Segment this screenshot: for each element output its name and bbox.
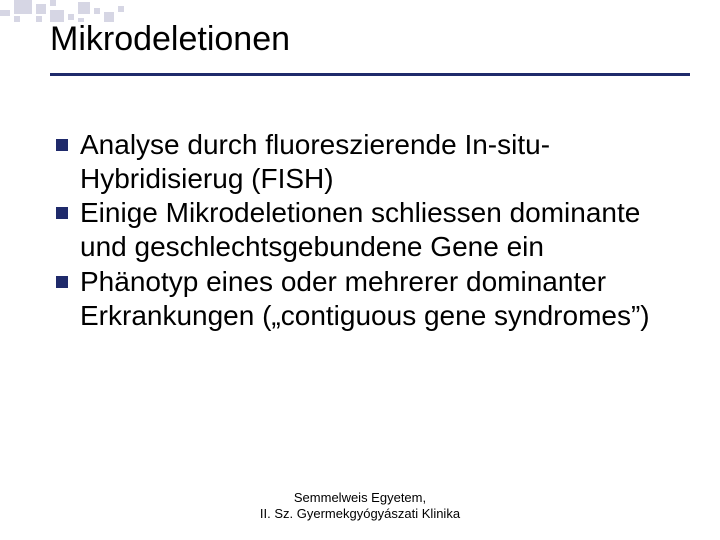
- slide-title: Mikrodeletionen: [50, 20, 690, 69]
- title-underline: [50, 73, 690, 76]
- bullet-icon: [56, 207, 68, 219]
- list-item-text: Analyse durch fluoreszierende In-situ-Hy…: [80, 128, 686, 196]
- list-item: Einige Mikrodeletionen schliessen domina…: [50, 196, 686, 264]
- list-item: Analyse durch fluoreszierende In-situ-Hy…: [50, 128, 686, 196]
- list-item-text: Phänotyp eines oder mehrerer dominanter …: [80, 265, 686, 333]
- bullet-icon: [56, 276, 68, 288]
- title-block: Mikrodeletionen: [50, 20, 690, 76]
- corner-decoration: [0, 0, 140, 22]
- list-item-text: Einige Mikrodeletionen schliessen domina…: [80, 196, 686, 264]
- footer-line-1: Semmelweis Egyetem,: [0, 490, 720, 506]
- footer: Semmelweis Egyetem, II. Sz. Gyermekgyógy…: [0, 490, 720, 523]
- bullet-list: Analyse durch fluoreszierende In-situ-Hy…: [50, 128, 686, 333]
- bullet-icon: [56, 139, 68, 151]
- list-item: Phänotyp eines oder mehrerer dominanter …: [50, 265, 686, 333]
- footer-line-2: II. Sz. Gyermekgyógyászati Klinika: [0, 506, 720, 522]
